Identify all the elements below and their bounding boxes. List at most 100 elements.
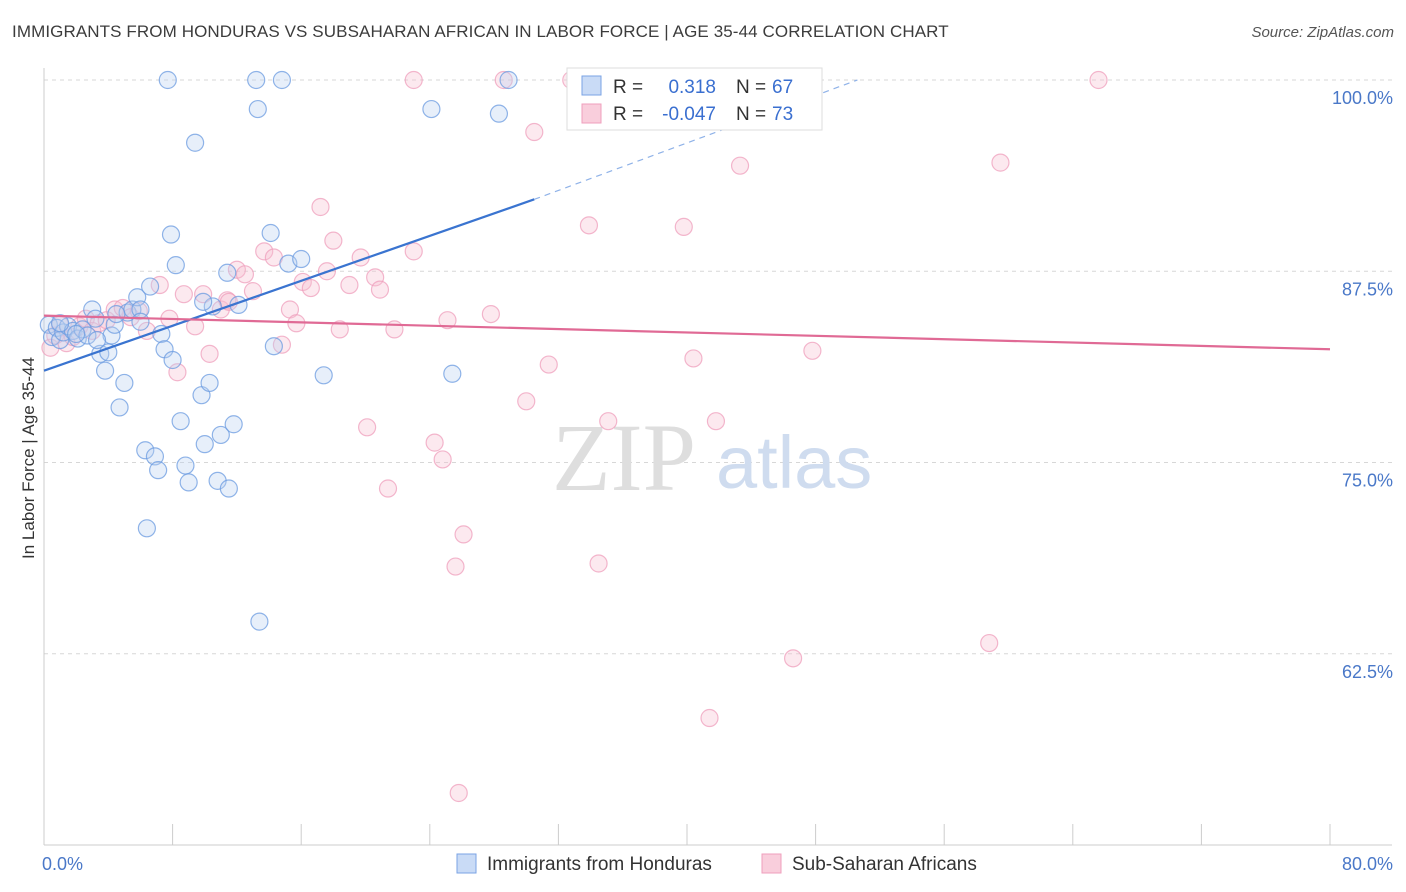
honduras-point [186,133,205,152]
axes [43,68,1392,846]
africa-point [494,70,513,90]
honduras-point [166,256,185,275]
legend-r-value-africa: -0.047 [662,104,716,125]
africa-point [589,554,608,573]
honduras-point [86,309,105,328]
africa-point [980,633,999,653]
africa-point [174,285,193,304]
honduras-point [140,277,160,296]
series-legend: Immigrants from Honduras Sub-Saharan Afr… [456,853,977,875]
africa-point [539,355,558,374]
africa-point [385,320,404,339]
africa-point [446,557,465,576]
grid-lines [44,79,1392,655]
trend-line-africa [43,314,1331,351]
legend-r-value-honduras: 0.318 [668,77,716,98]
honduras-point [131,312,150,331]
series-legend-swatch-honduras [456,853,477,874]
africa-point [454,525,473,544]
honduras-point [161,225,181,244]
africa-point [700,708,719,728]
honduras-point [171,412,190,431]
africa-point [311,197,330,217]
honduras-point [211,425,230,445]
honduras-point [218,263,237,282]
africa-point [706,412,726,431]
chart-title: IMMIGRANTS FROM HONDURAS VS SUBSAHARAN A… [12,22,949,41]
watermark-atlas: atlas [716,421,872,504]
africa-point [783,649,803,668]
x-tick-label: 0.0% [42,854,83,874]
y-tick-label: 87.5% [1342,279,1393,299]
series-legend-label-honduras: Immigrants from Honduras [487,854,712,875]
series-honduras-points [39,70,518,631]
honduras-point [499,70,518,90]
honduras-point [314,366,333,385]
africa-point [1089,70,1108,90]
honduras-point [250,612,269,631]
series-legend-label-africa: Sub-Saharan Africans [792,854,977,875]
africa-point [194,285,213,304]
honduras-point [137,519,156,538]
africa-point [599,412,618,431]
honduras-point [95,361,115,380]
honduras-point [489,104,509,123]
africa-point [730,156,750,175]
africa-point [803,341,822,360]
honduras-point [195,435,214,454]
honduras-point [102,326,121,345]
africa-point [449,783,468,803]
y-axis-title: In Labor Force | Age 35-44 [19,357,38,559]
africa-point [330,320,349,339]
honduras-point [158,70,177,90]
honduras-point [194,292,213,311]
honduras-point [443,364,462,383]
honduras-point [179,473,198,492]
africa-point [358,418,377,437]
africa-point [674,217,693,236]
legend-swatch-honduras [581,75,602,96]
honduras-point [247,70,266,90]
africa-point [525,122,544,142]
honduras-point [219,479,238,498]
africa-point [370,280,390,299]
africa-point [404,242,423,261]
honduras-point [272,70,292,90]
stats-legend-box [566,67,823,131]
honduras-point [149,461,168,480]
honduras-point [176,456,195,475]
honduras-point [136,441,155,460]
honduras-point [163,350,182,370]
honduras-point [50,314,70,333]
legend-n-label-honduras: N = [736,77,766,98]
honduras-point [145,447,165,466]
legend-n-value-africa: 73 [772,104,793,125]
honduras-point [73,320,92,339]
africa-point [235,265,255,284]
honduras-point [292,249,311,269]
watermark-zip: ZIP [552,404,696,511]
y-tick-label: 62.5% [1342,662,1393,682]
africa-point [481,304,500,324]
honduras-point [200,373,219,393]
honduras-point [248,99,267,119]
series-africa-points [41,70,1108,803]
y-tick-labels: 62.5% 75.0% 87.5% 100.0% [1332,88,1393,682]
africa-point [684,349,703,368]
africa-point [301,278,320,298]
honduras-point [261,223,280,243]
africa-point [425,433,444,452]
trend-line-honduras [43,198,535,372]
y-tick-label: 100.0% [1332,88,1393,108]
honduras-point [110,398,129,417]
africa-point [438,311,457,330]
africa-point [200,344,219,363]
honduras-point [224,415,243,434]
legend-n-label-africa: N = [736,104,766,125]
honduras-point [264,337,283,356]
africa-point [340,275,359,295]
legend-r-label-africa: R = [613,104,643,125]
x-tick-label: 80.0% [1342,854,1393,874]
honduras-point [152,324,171,344]
